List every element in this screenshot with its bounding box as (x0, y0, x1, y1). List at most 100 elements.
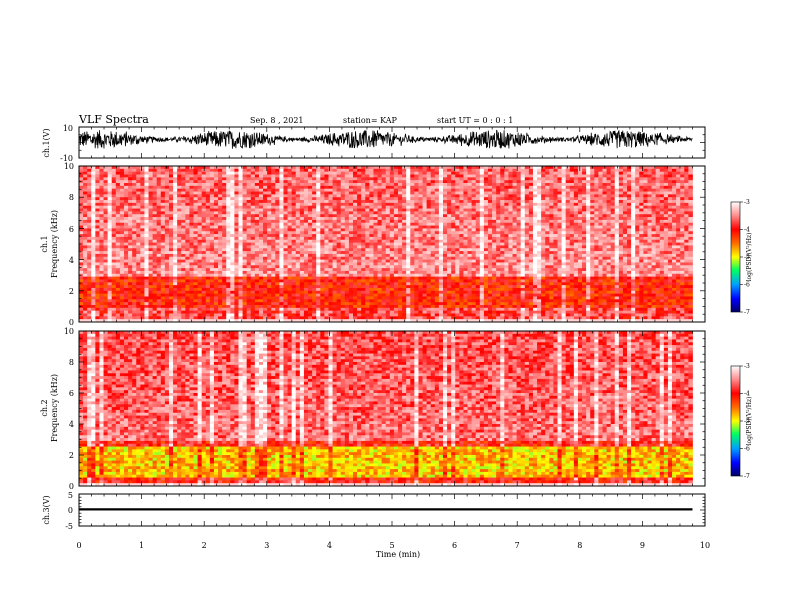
spectrogram-cell (193, 279, 199, 283)
spectrogram-cell (226, 222, 231, 226)
spectrogram-cell (168, 251, 174, 255)
spectrogram-cell (361, 273, 366, 278)
spectrogram-cell (373, 279, 378, 283)
spectrogram-cell (365, 310, 370, 314)
spectrogram-cell (222, 185, 227, 190)
spectrogram-cell (87, 302, 92, 306)
spectrogram-cell (91, 168, 96, 173)
spectrogram-cell (91, 293, 96, 297)
spectrogram-cell (250, 282, 256, 286)
spectrogram-cell (398, 188, 403, 192)
ch1-ylabel: ch.1(V) (42, 128, 51, 157)
spectrogram-cell (393, 185, 399, 190)
spectrogram-cell (201, 285, 207, 289)
spectrogram-cell (258, 273, 264, 278)
spectrogram-cell (336, 225, 342, 229)
spectrogram-cell (303, 239, 309, 243)
spectrogram-cell (213, 299, 219, 303)
spectrogram-cell (267, 304, 272, 309)
spectrogram-cell (385, 310, 391, 314)
spectrogram-cell (201, 265, 207, 269)
spectrogram-cell (254, 228, 260, 232)
spectrogram-cell (303, 262, 309, 266)
spectrogram-cell (230, 276, 235, 280)
spectrogram-cell (398, 302, 403, 306)
spectrogram-cell (258, 299, 264, 303)
spectrogram-cell (205, 319, 211, 323)
spectrogram-cell (234, 191, 239, 195)
spectrogram-cell (340, 273, 346, 278)
spectrogram-cell (254, 253, 260, 258)
spectrogram-cell (303, 214, 309, 218)
spectrogram-cell (250, 166, 256, 170)
spectrogram-cell (299, 242, 305, 246)
spectrogram-cell (291, 259, 297, 263)
spectrogram-cell (250, 180, 256, 184)
spectrogram-cell (242, 205, 248, 209)
spectrogram-cell (197, 304, 203, 309)
spectrogram-cell (275, 171, 280, 175)
spectrogram-cell (189, 296, 194, 300)
spectrogram-cell (79, 191, 84, 195)
spectrogram-cell (291, 177, 297, 181)
spectrogram-cell (83, 188, 88, 192)
spectrogram-cell (226, 174, 231, 178)
spectrogram-cell (303, 188, 309, 192)
spectrogram-cell (168, 200, 174, 204)
spectrogram-cell (365, 287, 370, 292)
spectrogram-cell (103, 168, 109, 173)
spectrogram-cell (320, 265, 325, 269)
spectrogram-cell (303, 219, 309, 224)
spectrogram-cell (95, 293, 100, 297)
spectrogram-cell (365, 313, 370, 317)
spectrogram-cell (103, 191, 109, 195)
spectrogram-cell (365, 296, 370, 300)
spectrogram-cell (365, 202, 370, 207)
spectrogram-cell (168, 316, 174, 320)
spectrogram-cell (295, 265, 301, 269)
spectrogram-cell (340, 293, 346, 297)
spectrogram-cell (181, 171, 186, 175)
spectrogram-cell (222, 177, 227, 181)
spectrogram-cell (250, 279, 256, 283)
spectrogram-cell (254, 191, 260, 195)
spectrogram-cell (238, 270, 243, 275)
spectrogram-cell (209, 248, 215, 252)
spectrogram-cell (287, 310, 293, 314)
spectrogram-cell (369, 225, 374, 229)
spectrogram-cell (336, 313, 342, 317)
spectrogram-cell (209, 290, 215, 295)
spectrogram-cell (357, 214, 362, 218)
spectrogram-cell (267, 217, 272, 221)
spectrogram-cell (336, 217, 342, 221)
spectrogram-cell (107, 307, 113, 312)
spectrogram-cell (230, 185, 235, 190)
spectrogram-cell (414, 273, 419, 278)
spectrogram-cell (160, 304, 166, 309)
spectrogram-cell (426, 307, 432, 312)
spectrogram-cell (79, 219, 84, 224)
spectrogram-cell (136, 290, 141, 295)
spectrogram-cell (136, 180, 141, 184)
spectrogram-cell (177, 276, 182, 280)
spectrogram-cell (295, 316, 301, 320)
spectrogram-cell (103, 183, 109, 187)
spectrogram-cell (168, 217, 174, 221)
spectrogram-cell (332, 200, 338, 204)
spectrogram-cell (275, 202, 280, 207)
spectrogram-cell (189, 217, 194, 221)
spectrogram-cell (410, 242, 415, 246)
spectrogram-cell (128, 234, 133, 238)
spectrogram-cell (385, 242, 391, 246)
spectrogram-cell (430, 183, 436, 187)
spectrogram-cell (250, 168, 256, 173)
spectrogram-cell (389, 202, 395, 207)
spectrogram-cell (164, 197, 170, 201)
spectrogram-cell (283, 316, 288, 320)
spectrogram-cell (418, 290, 423, 295)
spectrogram-cell (79, 276, 84, 280)
spectrogram-cell (324, 211, 329, 215)
spectrogram-cell (344, 211, 350, 215)
spectrogram-cell (111, 177, 117, 181)
spectrogram-cell (136, 194, 141, 198)
